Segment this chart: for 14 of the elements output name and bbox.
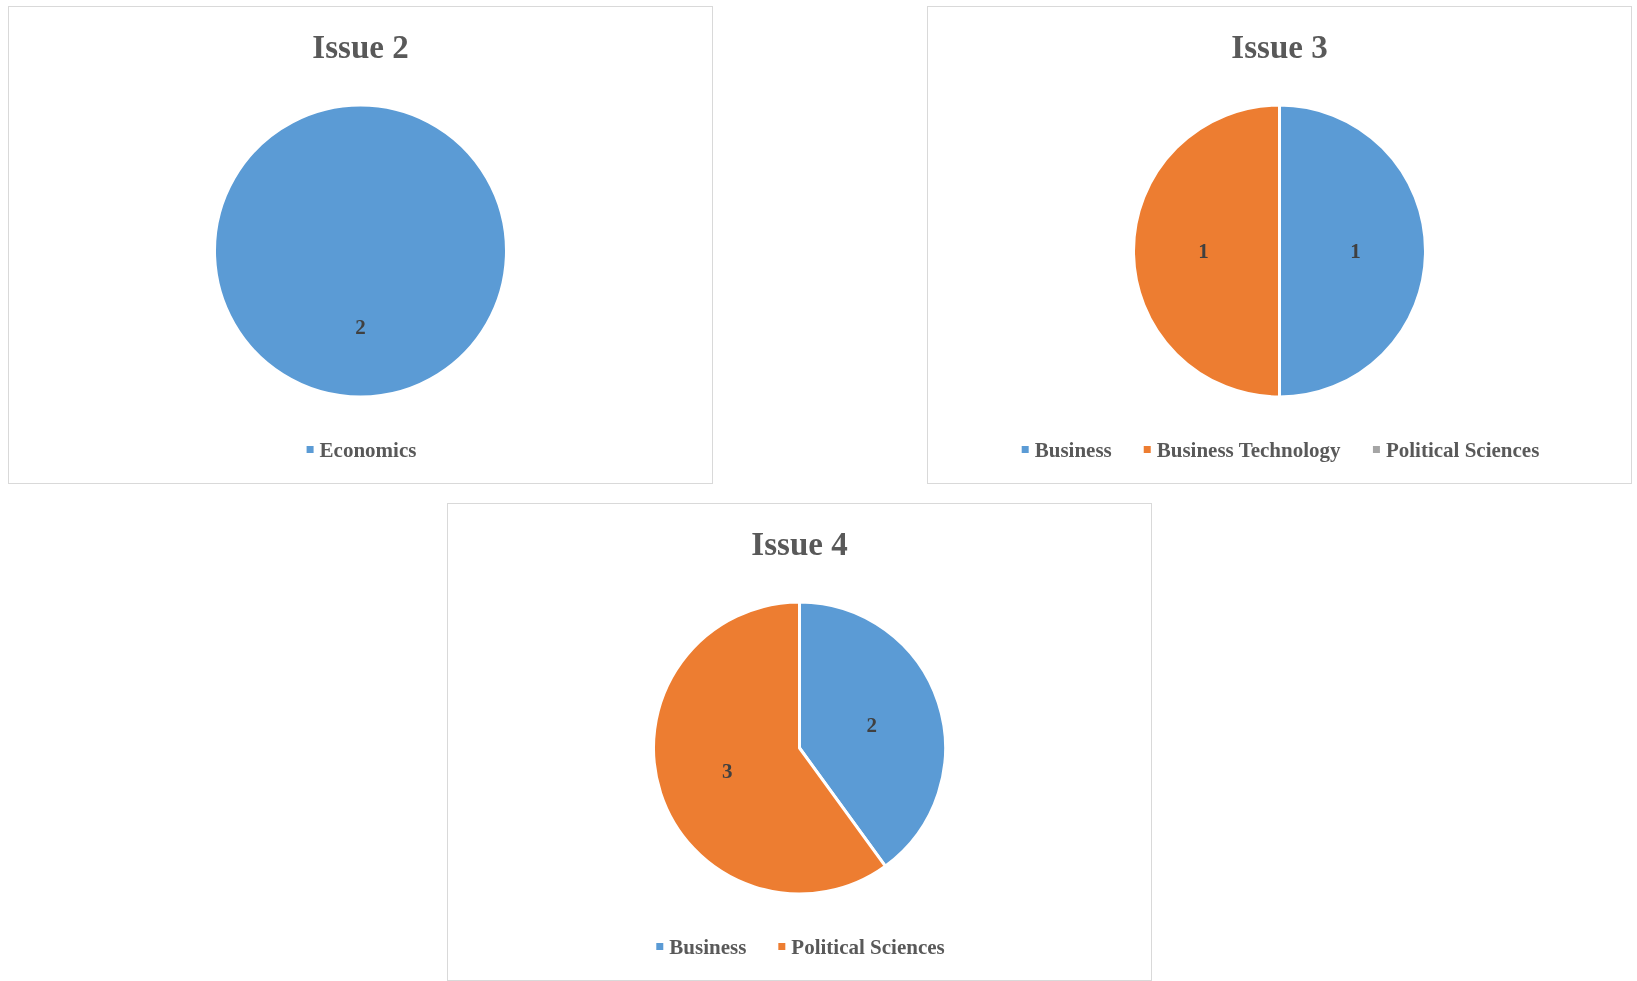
legend-label: Political Sciences (1385, 437, 1540, 462)
legend-label: Business (669, 934, 747, 959)
data-label: 2 (866, 712, 878, 737)
data-label: 1 (1198, 239, 1209, 263)
legend-label: Business (1034, 437, 1112, 462)
data-label: 1 (1350, 239, 1361, 263)
chart-title: Issue 3 (1231, 28, 1328, 65)
data-label: 2 (355, 315, 366, 339)
chart-title: Issue 4 (751, 525, 848, 562)
legend-label: Political Sciences (791, 934, 945, 959)
legend-label: Business Technology (1156, 437, 1342, 462)
data-label: 3 (721, 759, 733, 784)
chart-title: Issue 2 (312, 28, 409, 65)
legend-label: Economics (319, 437, 417, 462)
